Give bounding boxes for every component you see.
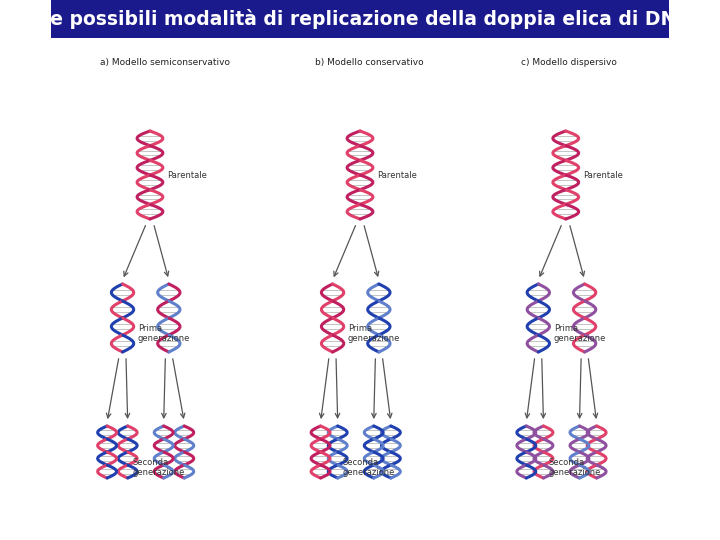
Text: Parentale: Parentale	[167, 171, 207, 179]
Text: Parentale: Parentale	[377, 171, 417, 179]
FancyBboxPatch shape	[51, 0, 669, 38]
Text: Seconda
generazione: Seconda generazione	[343, 458, 395, 477]
Text: Seconda
generazione: Seconda generazione	[549, 458, 601, 477]
Text: a) Modello semiconservativo: a) Modello semiconservativo	[100, 58, 230, 67]
Text: Parentale: Parentale	[583, 171, 623, 179]
Text: Prima
generazione: Prima generazione	[138, 324, 190, 343]
Text: Seconda
generazione: Seconda generazione	[132, 458, 185, 477]
Text: Prima
generazione: Prima generazione	[348, 324, 400, 343]
Text: Prima
generazione: Prima generazione	[554, 324, 606, 343]
Text: Tre possibili modalità di replicazione della doppia elica di DNA: Tre possibili modalità di replicazione d…	[30, 9, 690, 29]
Text: c) Modello dispersivo: c) Modello dispersivo	[521, 58, 617, 67]
Text: b) Modello conservativo: b) Modello conservativo	[315, 58, 424, 67]
